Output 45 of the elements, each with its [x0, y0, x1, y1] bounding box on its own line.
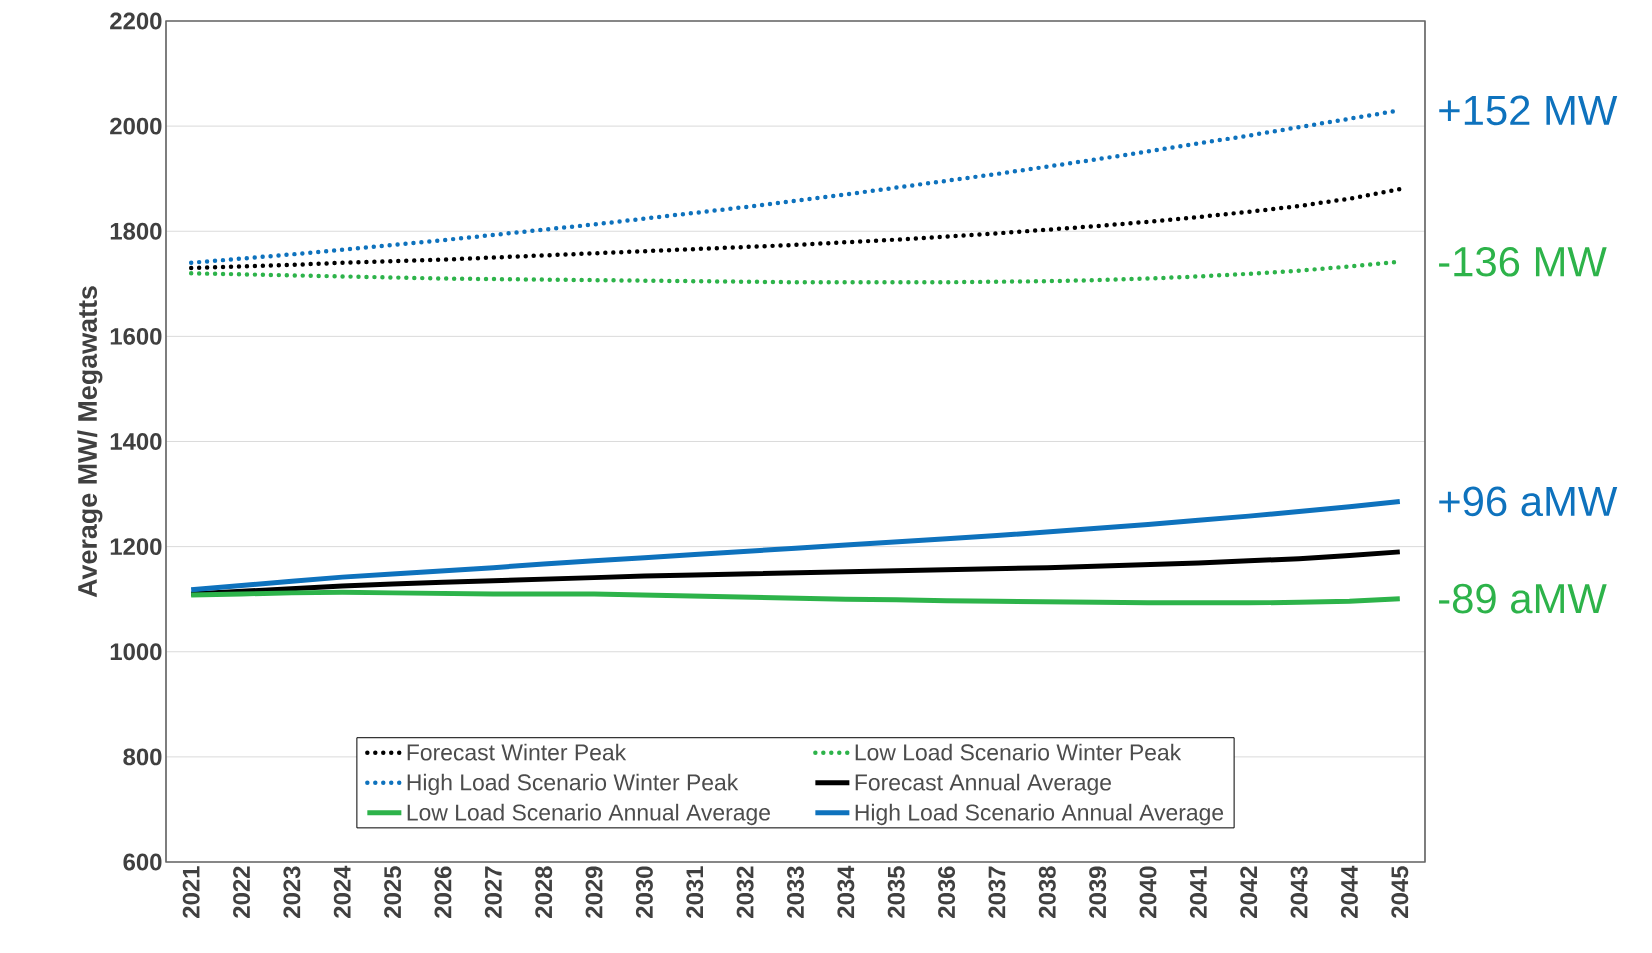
x-tick-label: 2034 [837, 865, 855, 918]
x-tick-label: 2023 [283, 866, 301, 918]
x-tick-label: 2021 [182, 866, 200, 918]
x-tick-label: 2032 [736, 866, 754, 918]
x-tick-label: 2045 [1391, 866, 1409, 918]
x-tick-label: 2043 [1290, 866, 1308, 918]
annotation: -136 MW [1439, 246, 1607, 277]
x-tick-label: 2022 [233, 866, 251, 918]
annotation: +152 MW [1439, 95, 1618, 126]
legend-label: Forecast Annual Average [855, 773, 1111, 796]
x-tick-label: 2039 [1089, 866, 1107, 918]
x-tick-label: 2030 [635, 866, 653, 918]
y-tick-label: 1200 [110, 538, 162, 556]
x-tick-label: 2029 [585, 866, 603, 918]
y-tick-label: 1400 [110, 433, 162, 450]
x-tick-label: 2040 [1139, 866, 1157, 918]
legend-label: Low Load Scenario Annual Average [407, 803, 770, 826]
x-tick-label: 2042 [1240, 866, 1258, 918]
y-tick-label: 2200 [110, 12, 162, 30]
x-tick-label: 2041 [1189, 866, 1207, 918]
y-tick-label: 1600 [110, 327, 162, 345]
x-tick-label: 2031 [686, 866, 704, 918]
x-tick-label: 2025 [384, 866, 402, 918]
annotation: +96 aMW [1439, 486, 1618, 517]
x-tick-label: 2036 [938, 866, 956, 918]
legend-label: Low Load Scenario Winter Peak [855, 743, 1182, 761]
annotation: -89 aMW [1439, 583, 1607, 614]
legend-label: High Load Scenario Winter Peak [407, 773, 739, 796]
x-tick-label: 2024 [333, 865, 351, 918]
x-tick-label: 2027 [484, 866, 502, 918]
x-tick-label: 2026 [434, 866, 452, 918]
y-tick-label: 600 [123, 853, 162, 871]
x-tick-label: 2037 [988, 866, 1006, 918]
y-tick-label: 1800 [110, 222, 162, 240]
legend-label: Forecast Winter Peak [407, 743, 627, 761]
y-axis-title: Average MW/ Megawatts [77, 286, 103, 598]
x-tick-label: 2028 [535, 866, 553, 918]
y-tick-label: 1000 [110, 643, 162, 661]
x-tick-label: 2033 [787, 866, 804, 918]
y-tick-label: 2000 [110, 117, 162, 135]
legend-label: High Load Scenario Annual Average [855, 803, 1224, 826]
x-tick-label: 2035 [887, 866, 905, 918]
x-tick-label: 2038 [1038, 866, 1056, 918]
x-tick-label: 2044 [1341, 865, 1358, 918]
y-tick-label: 800 [123, 748, 162, 766]
